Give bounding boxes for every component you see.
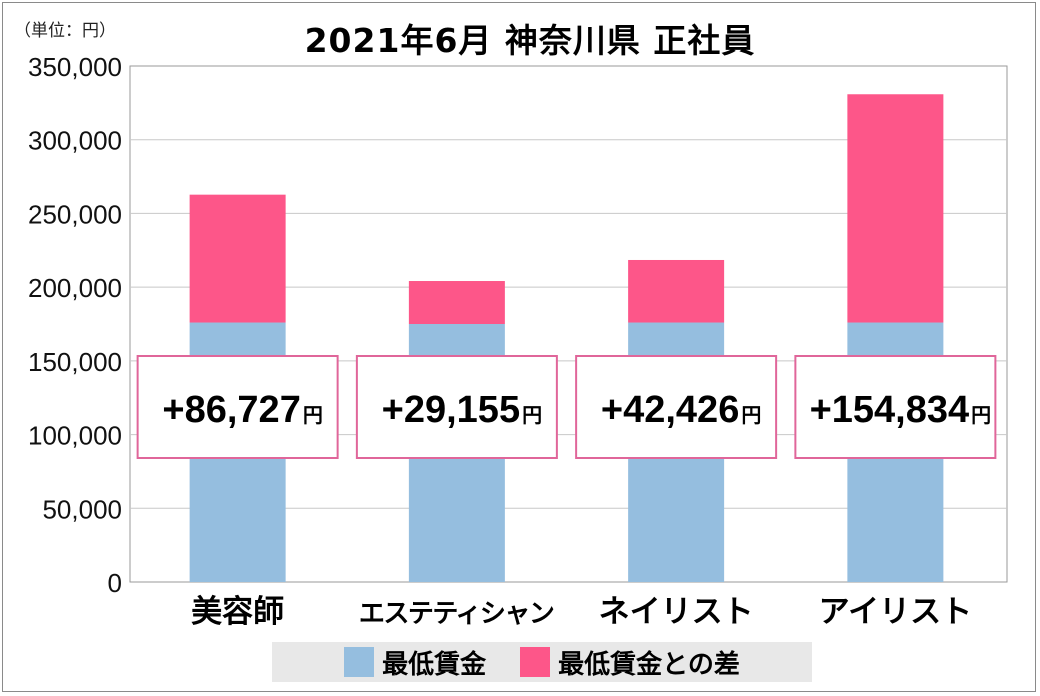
- callout-box: [355, 355, 558, 459]
- legend-swatch-min-wage: [344, 647, 375, 677]
- y-tick-label: 50,000: [42, 494, 122, 524]
- data-label-unit: 円: [522, 403, 542, 427]
- data-label: +29,155: [382, 389, 520, 431]
- legend-item-min-wage: 最低賃金: [344, 644, 486, 681]
- callout-box: [136, 355, 339, 459]
- x-tick-label: ネイリスト: [599, 594, 754, 630]
- data-label: +42,426: [601, 389, 739, 431]
- legend-label-min-wage: 最低賃金: [382, 649, 487, 680]
- data-label: +86,727: [162, 389, 300, 431]
- y-tick-label: 300,000: [28, 126, 122, 156]
- x-tick-label: エステティシャン: [359, 599, 555, 629]
- y-tick-label: 350,000: [28, 52, 122, 82]
- callout-box: [794, 355, 997, 459]
- data-label-unit: 円: [741, 403, 761, 427]
- legend-swatch-difference: [520, 647, 551, 677]
- legend: 最低賃金 最低賃金との差: [272, 642, 812, 682]
- data-label-unit: 円: [303, 403, 323, 427]
- legend-item-difference: 最低賃金との差: [520, 644, 740, 681]
- callout-box: [575, 355, 778, 459]
- bar-difference: [847, 94, 944, 323]
- data-label-unit: 円: [971, 403, 991, 427]
- y-tick-label: 250,000: [28, 199, 122, 229]
- y-tick-label: 200,000: [28, 273, 122, 303]
- bar-difference: [189, 194, 286, 323]
- chart-title: 2021年6月 神奈川県 正社員: [304, 21, 756, 60]
- x-tick-label: 美容師: [191, 594, 284, 630]
- data-label: +154,834: [810, 389, 970, 431]
- bar-difference: [408, 281, 505, 324]
- x-tick-label: アイリスト: [819, 594, 972, 630]
- legend-label-difference: 最低賃金との差: [558, 649, 740, 680]
- y-tick-label: 100,000: [28, 421, 122, 451]
- plot-area: [129, 65, 1008, 583]
- y-tick-label: 150,000: [28, 347, 122, 377]
- unit-label: （単位：円）: [14, 21, 116, 41]
- y-tick-label: 0: [108, 568, 122, 598]
- bar-difference: [628, 259, 725, 323]
